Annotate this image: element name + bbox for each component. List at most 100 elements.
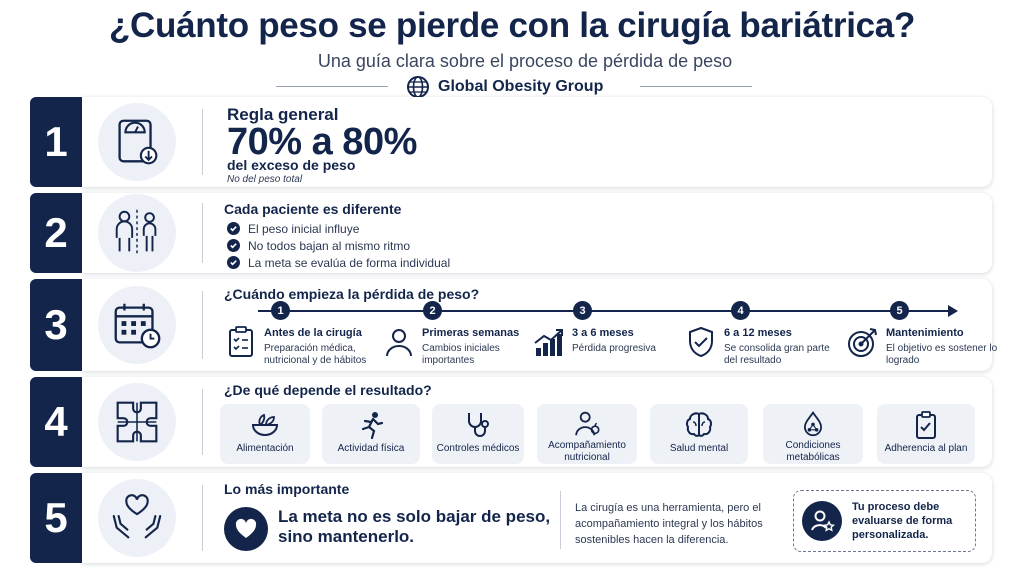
step-description: Se consolida gran parte del resultado	[724, 343, 830, 366]
section-number: 4	[30, 377, 82, 467]
brand-name: Global Obesity Group	[438, 78, 604, 95]
callout-box: Tu proceso debe evaluarse de forma perso…	[793, 490, 976, 552]
section-divider	[202, 203, 203, 263]
section-5: 5 Lo más importante La meta no es solo b…	[30, 473, 992, 563]
timeline-dot: 4	[731, 301, 750, 320]
salad-bowl-icon	[251, 413, 279, 436]
section-heading: Lo más importante	[224, 481, 350, 497]
timeline-line	[258, 310, 948, 312]
section-heading: ¿De qué depende el resultado?	[224, 382, 432, 398]
section-card: Regla general 70% a 80% del exceso de pe…	[82, 97, 992, 187]
nutritionist-icon	[575, 411, 600, 436]
brand-row: Global Obesity Group	[0, 74, 1024, 102]
timeline-dot: 2	[423, 301, 442, 320]
timeline-step: Primeras semanas Cambios iniciales impor…	[382, 323, 532, 369]
list-item: No todos bajan al mismo ritmo	[227, 237, 450, 254]
heart-badge	[224, 507, 268, 551]
body-text: La cirugía es una herramienta, pero el a…	[575, 502, 763, 546]
step-title: 6 a 12 meses	[724, 327, 792, 339]
factor-card: Controles médicos	[432, 404, 524, 464]
step-description: El objetivo es sostener lo logrado	[886, 343, 998, 366]
section-icon-wrap	[98, 383, 176, 461]
growth-chart-icon	[534, 329, 563, 356]
target-icon	[848, 328, 877, 357]
step-description: Pérdida progresiva	[572, 343, 656, 354]
section-heading: ¿Cuándo empieza la pérdida de peso?	[224, 286, 480, 302]
section-1: 1 Regla general 70% a 80% del exceso de …	[30, 97, 992, 187]
factor-label: Acompañamiento nutricional	[548, 440, 626, 463]
timeline-dot: 5	[890, 301, 909, 320]
user-badge	[802, 501, 842, 541]
list-item: El peso inicial influye	[227, 220, 450, 237]
person-icon	[386, 329, 412, 357]
section-icon-wrap	[98, 479, 176, 557]
checklist: El peso inicial influye No todos bajan a…	[227, 220, 450, 271]
factor-card: Salud mental	[650, 404, 748, 464]
weight-loss-note: No del peso total	[227, 174, 303, 185]
section-2: 2 Cada paciente es diferente El peso ini…	[30, 193, 992, 273]
drop-icon	[803, 411, 823, 437]
section-3: 3 ¿Cuándo empieza la pérdida de peso? 1 …	[30, 279, 997, 371]
brain-icon	[685, 412, 713, 437]
factor-label: Actividad física	[337, 443, 405, 454]
stethoscope-icon	[468, 413, 489, 437]
check-icon	[227, 256, 240, 269]
section-divider	[202, 109, 203, 175]
section-number: 2	[30, 193, 82, 273]
weight-loss-label: del exceso de peso	[227, 157, 356, 173]
clipboard-check-icon	[916, 411, 936, 439]
page-subtitle: Una guía clara sobre el proceso de pérdi…	[317, 51, 733, 71]
runner-icon	[361, 412, 384, 440]
hands-heart-icon	[112, 494, 162, 539]
scale-icon	[118, 119, 158, 165]
factor-label: Salud mental	[669, 443, 729, 454]
timeline-dot: 3	[573, 301, 592, 320]
section-card: Lo más importante La meta no es solo baj…	[82, 473, 992, 563]
factor-card: Acompañamiento nutricional	[537, 404, 637, 464]
section-divider	[202, 291, 203, 359]
section-divider	[202, 389, 203, 455]
step-description: Cambios iniciales importantes	[422, 343, 500, 366]
factor-card: Condiciones metabólicas	[763, 404, 863, 464]
step-title: Mantenimiento	[886, 327, 964, 339]
section-divider	[560, 491, 561, 549]
clipboard-icon	[229, 326, 253, 357]
shield-check-icon	[689, 326, 713, 358]
section-card: Cada paciente es diferente El peso inici…	[82, 193, 992, 273]
factor-label: Adherencia al plan	[884, 443, 968, 454]
check-icon	[227, 222, 240, 235]
factor-label: Alimentación	[236, 443, 294, 454]
brand-divider-right	[640, 86, 752, 87]
section-icon-wrap	[98, 194, 176, 272]
list-item: La meta se evalúa de forma individual	[227, 254, 450, 271]
timeline-step: 3 a 6 meses Pérdida progresiva	[532, 323, 682, 369]
page-title: ¿Cuánto peso se pierde con la cirugía ba…	[108, 6, 916, 45]
factor-label: Condiciones metabólicas	[785, 440, 841, 463]
timeline-dot: 1	[271, 301, 290, 320]
step-description: Preparación médica, nutricional y de háb…	[264, 343, 367, 366]
section-card: ¿De qué depende el resultado? Alimentaci…	[82, 377, 992, 467]
step-title: 3 a 6 meses	[572, 327, 634, 339]
section-number: 3	[30, 279, 82, 371]
section-divider	[202, 485, 203, 551]
timeline-step: Antes de la cirugía Preparación médica, …	[224, 323, 374, 369]
brand: Global Obesity Group	[406, 75, 603, 99]
timeline-step: 6 a 12 meses Se consolida gran parte del…	[684, 323, 834, 369]
factor-card: Actividad física	[322, 404, 420, 464]
calendar-clock-icon	[114, 303, 161, 349]
step-title: Primeras semanas	[422, 327, 520, 339]
user-star-icon	[811, 510, 835, 532]
factor-card: Alimentación	[220, 404, 310, 464]
heart-icon	[235, 518, 257, 538]
section-heading: Cada paciente es diferente	[224, 201, 402, 217]
section-number: 1	[30, 97, 82, 187]
check-icon	[227, 239, 240, 252]
section-icon-wrap	[98, 286, 176, 364]
puzzle-icon	[116, 401, 158, 443]
key-message: La meta no es solo bajar de peso, sino m…	[278, 507, 551, 546]
callout-text: Tu proceso debe evaluarse de forma perso…	[852, 501, 953, 541]
section-number: 5	[30, 473, 82, 563]
timeline-step: Mantenimiento El objetivo es sostener lo…	[846, 323, 998, 369]
weight-loss-value: 70% a 80%	[227, 121, 417, 163]
globe-icon	[407, 76, 429, 98]
